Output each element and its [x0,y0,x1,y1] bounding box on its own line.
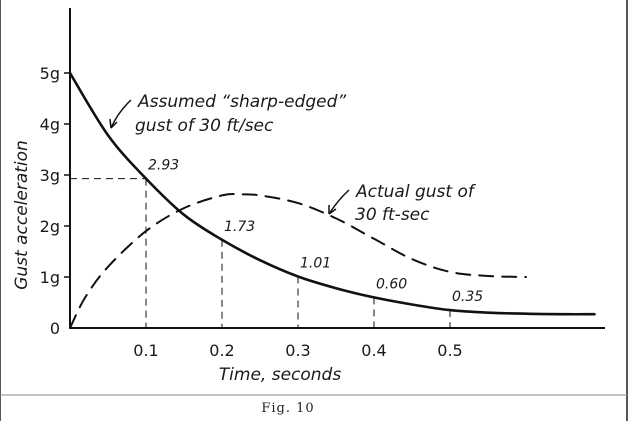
series-group [68,71,596,329]
actual-gust-pointer [328,189,350,215]
actual-gust-arrowhead [328,205,337,215]
y-tick-label: 3g [40,166,60,185]
sharp-gust-label-line2: gust of 30 ft/sec [135,116,274,136]
actual-gust-label-line1: Actual gust of [355,182,477,202]
actual-gust-curve [69,193,527,329]
x-tick-label: 0.3 [285,341,310,360]
value-label: 0.60 [376,276,407,292]
y-tick-label: 4g [40,115,60,134]
sharp-gust-arrowhead [109,118,118,129]
value-labels: 2.93 1.73 1.01 0.60 0.35 [148,158,483,306]
y-ticks: 0 1g 2g 3g 4g 5g [40,64,70,338]
x-tick-label: 0.4 [361,341,386,360]
value-label: 2.93 [148,158,179,174]
sharp-gust-label-line1: Assumed “sharp-edged” [137,92,346,112]
sharp-gust-pointer [110,99,132,129]
y-tick-label: 2g [40,217,60,236]
figure-caption: Fig. 10 [261,401,314,416]
x-tick-label: 0.1 [133,341,158,360]
value-label: 0.35 [452,289,483,305]
x-tick-label: 0.5 [437,341,462,360]
y-tick-label: 0 [50,319,60,338]
value-label: 1.01 [300,255,331,271]
value-label: 1.73 [224,219,255,235]
actual-gust-label-line2: 30 ft-sec [355,205,430,225]
y-axis-label: Gust acceleration [12,140,32,290]
x-axis-label: Time, seconds [219,365,342,385]
y-tick-label: 5g [40,64,60,83]
x-ticks: 0.1 0.2 0.3 0.4 0.5 [133,341,462,360]
y-tick-label: 1g [40,268,60,287]
sharp-edged-gust-curve [68,71,596,316]
x-tick-label: 0.2 [209,341,234,360]
value-droplines [70,178,451,328]
